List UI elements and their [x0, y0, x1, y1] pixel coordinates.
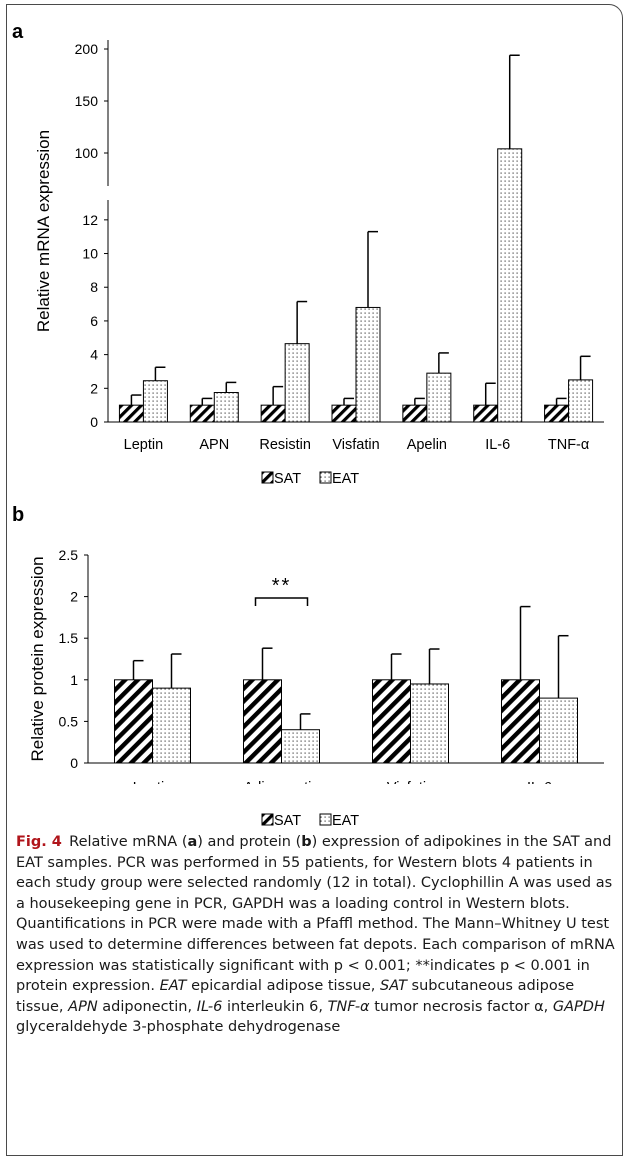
- figure-caption: Fig. 4 Relative mRNA (a) and protein (b)…: [16, 832, 616, 1038]
- panel-a-x-tick-label: TNF-α: [548, 437, 589, 453]
- panel-b-y-tick-label: 1.5: [59, 630, 79, 646]
- panel-b-legend-swatch-eat: [319, 813, 332, 826]
- panel-a-bar-eat: [355, 306, 381, 423]
- panel-a-x-tick-label: IL-6: [485, 437, 510, 453]
- panel-b-y-axis-label: Relative protein expression: [28, 556, 47, 761]
- panel-b-x-tick-label: IL-6: [527, 780, 552, 784]
- panel-b-y-tick-label: 2: [70, 589, 78, 605]
- figure-frame: [6, 4, 623, 1156]
- panel-a-legend-label-eat: EAT: [332, 471, 359, 487]
- panel-a-y-tick-label: 6: [90, 313, 98, 329]
- panel-a-label: a: [12, 21, 24, 43]
- panel-b-bar-eat: [281, 729, 320, 764]
- panel-b-label: b: [12, 504, 24, 526]
- panel-a-y-axis-label: Relative mRNA expression: [34, 130, 53, 332]
- panel-a-x-tick-label: Visfatin: [332, 437, 379, 453]
- caption-text: Relative mRNA (a) and protein (b) expres…: [16, 834, 615, 1036]
- panel-a-legend-swatch-sat: [261, 471, 274, 484]
- panel-b-legend: SAT EAT: [261, 813, 359, 829]
- panel-b-y-tick-label: 0.5: [59, 713, 79, 729]
- panel-b-bar-sat: [243, 679, 282, 764]
- panel-b-significance-marker: **: [272, 575, 292, 597]
- panel-a-y-tick-label: 4: [90, 347, 98, 363]
- panel-b-bar-eat: [539, 697, 578, 764]
- panel-a-bar-eat: [426, 372, 452, 423]
- panel-a-y-tick-label: 200: [75, 41, 99, 57]
- panel-b-y-tick-label: 0: [70, 755, 78, 771]
- panel-a-x-tick-label: Resistin: [259, 437, 311, 453]
- panel-a-y-tick-label: 8: [90, 279, 98, 295]
- panel-b-legend-swatch-sat: [261, 813, 274, 826]
- panel-b-x-tick-label: Visfatin: [387, 780, 434, 784]
- panel-a-y-tick-label: 12: [82, 212, 98, 228]
- panel-a-y-tick-label: 150: [75, 93, 99, 109]
- panel-a-x-tick-label: Apelin: [407, 437, 447, 453]
- panel-a-y-tick-label: 0: [90, 414, 98, 430]
- panel-a-legend-label-sat: SAT: [274, 471, 301, 487]
- panel-b-bar-sat: [372, 679, 411, 764]
- panel-b-bar-eat: [410, 683, 449, 764]
- caption-figure-label: Fig. 4: [16, 834, 62, 850]
- panel-b-significance-bracket: [254, 597, 309, 606]
- panel-b-y-tick-label: 1: [70, 672, 78, 688]
- panel-b-chart: b 0 0.5 1 1.5 2 2.5 Relative protein expression…: [12, 504, 604, 784]
- panel-a-y-tick-label: 100: [75, 145, 99, 161]
- panel-a-chart: a 0 2 4 6 8 10 12 100 150 200 Relative mRNA express…: [12, 21, 604, 487]
- panel-b-bar-eat: [152, 687, 191, 764]
- panel-b-y-tick-label: 2.5: [59, 547, 79, 563]
- panel-a-y-tick-label: 2: [90, 380, 98, 396]
- panel-b-bar-sat: [501, 679, 540, 764]
- panel-a-y-tick-label: 10: [82, 246, 98, 262]
- panel-b-legend-label-eat: EAT: [332, 813, 359, 829]
- panel-a-legend-swatch-eat: [319, 471, 332, 484]
- panel-b-x-tick-label: Adiponectin: [244, 780, 320, 784]
- panel-a-x-tick-label: Leptin: [124, 437, 164, 453]
- panel-a-x-tick-label: APN: [199, 437, 229, 453]
- panel-b-legend-label-sat: SAT: [274, 813, 301, 829]
- panel-b-x-tick-label: Leptin: [133, 780, 173, 784]
- panel-a-bar-eat: [284, 343, 310, 423]
